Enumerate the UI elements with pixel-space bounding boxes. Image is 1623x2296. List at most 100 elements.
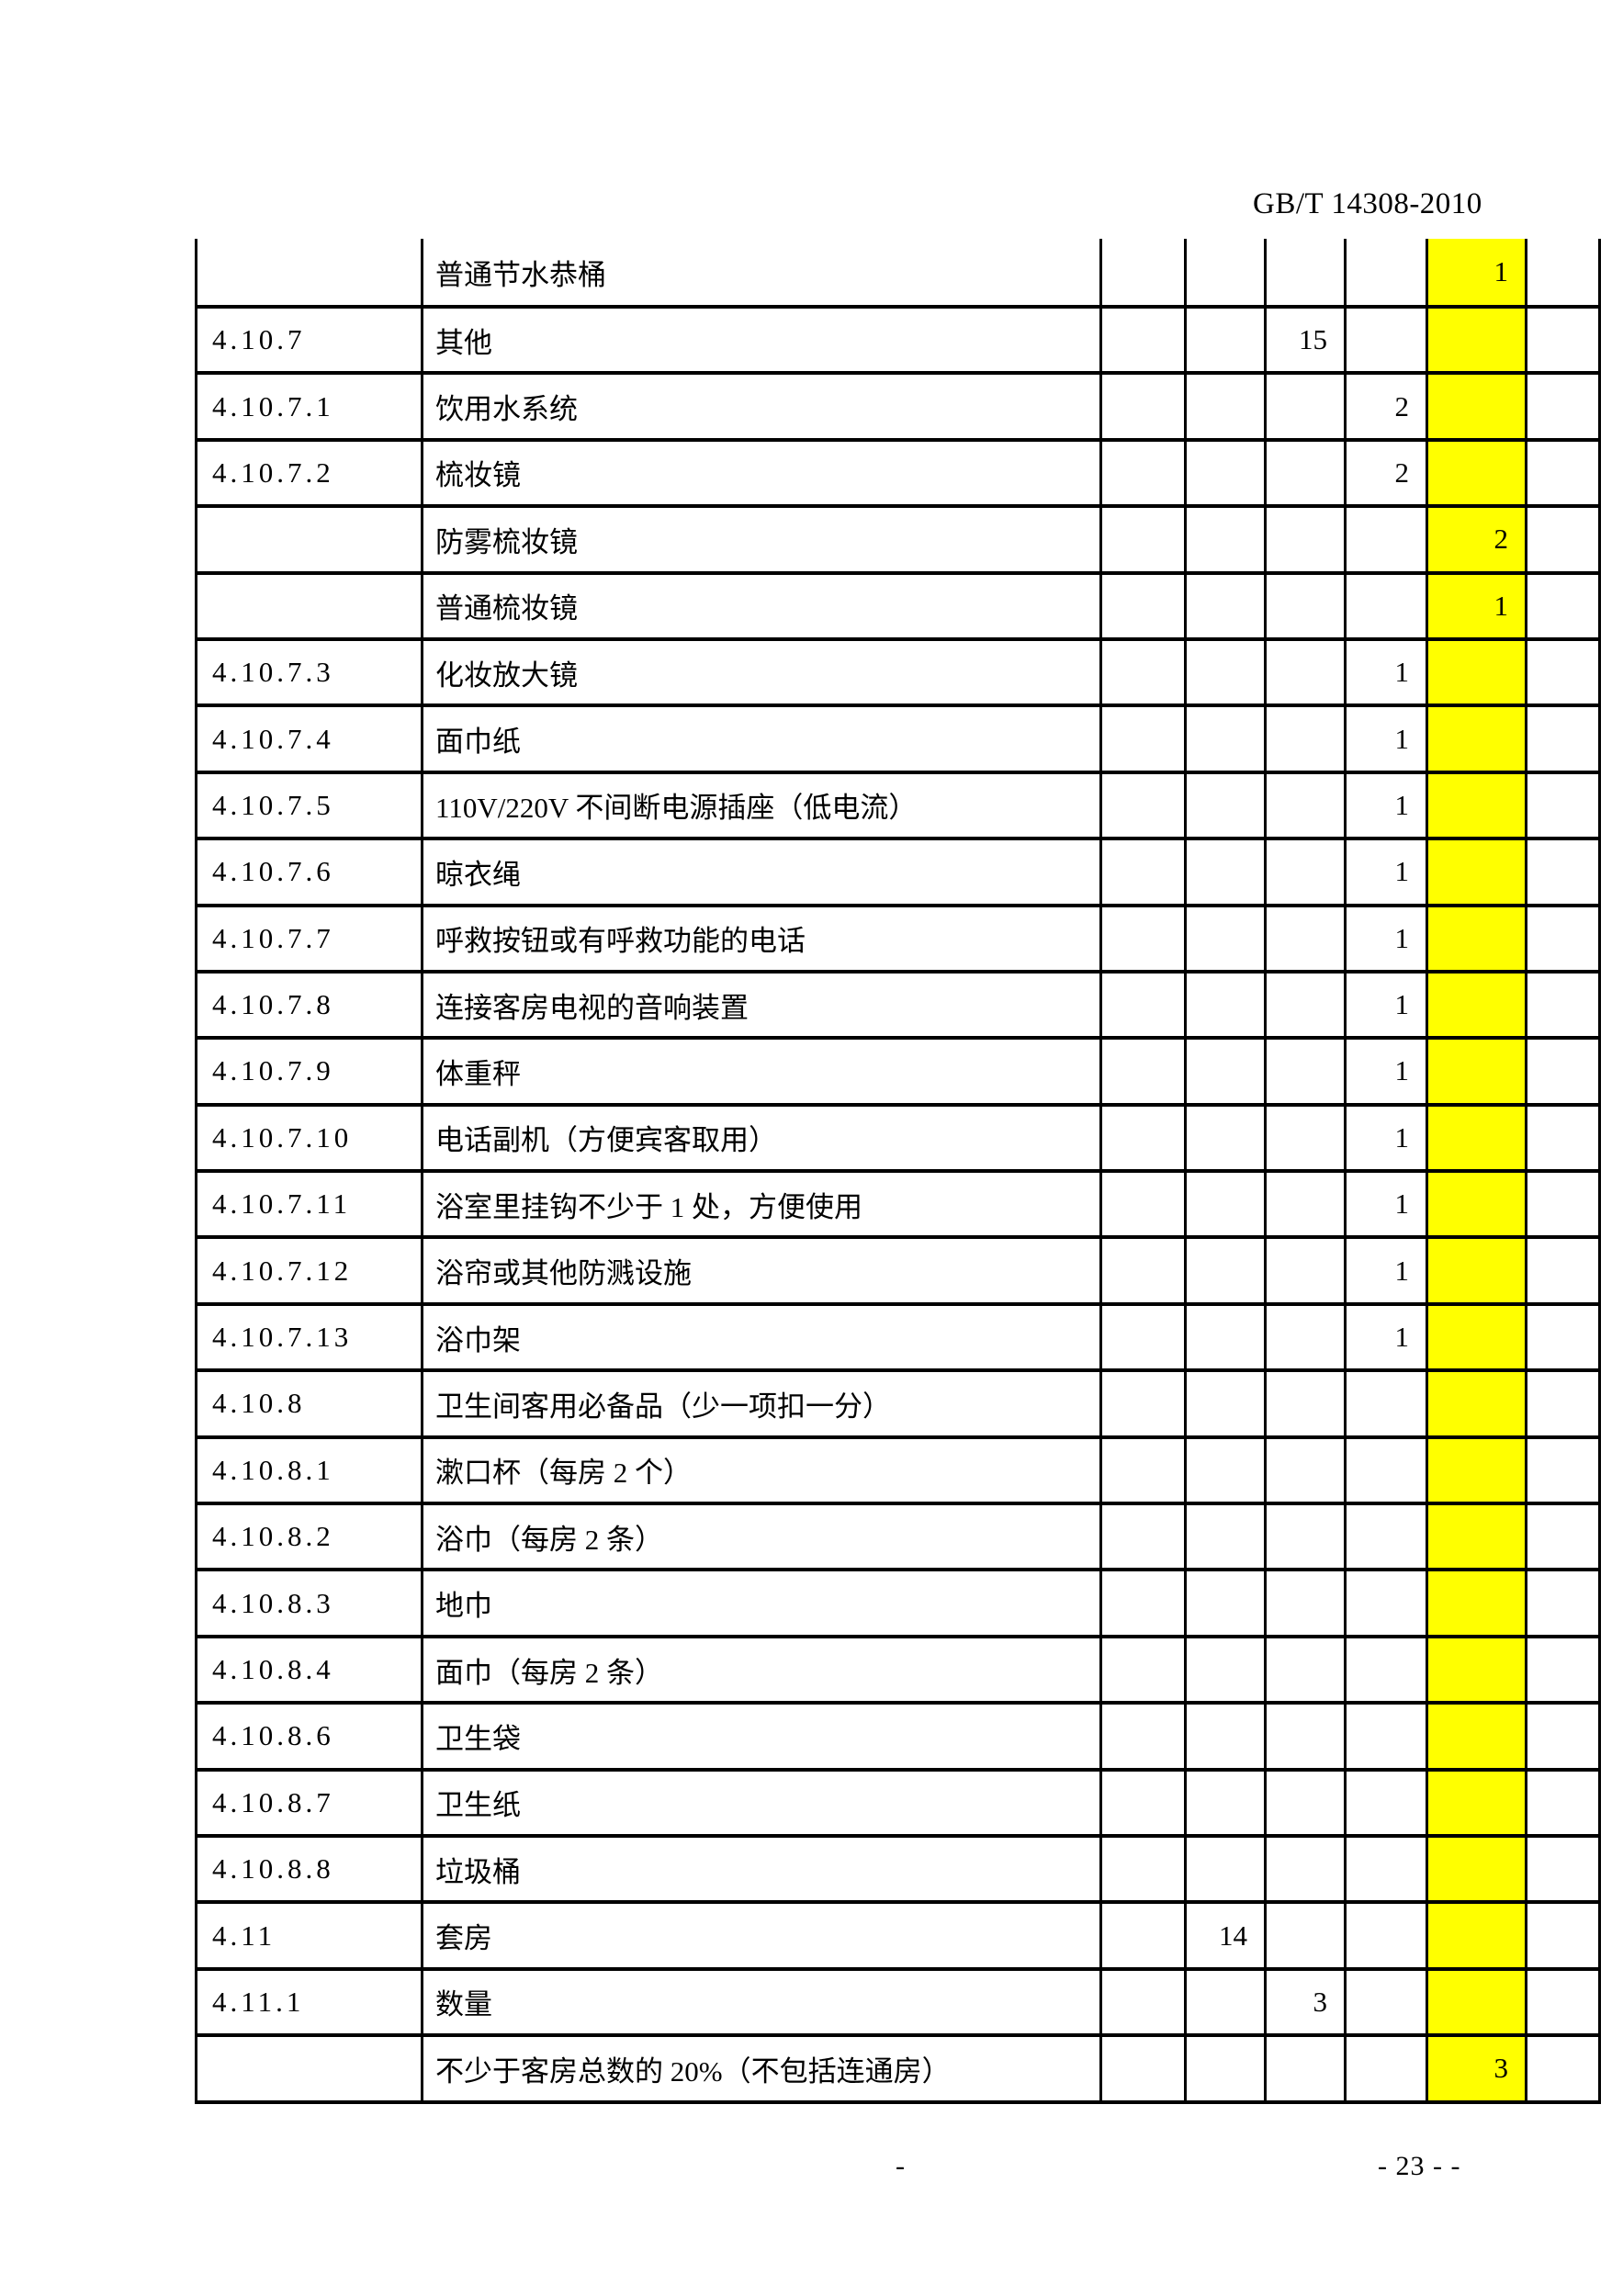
cell-score-extra bbox=[1527, 1040, 1601, 1103]
cell-score-level4 bbox=[1347, 1904, 1428, 1967]
cell-item-code: 4.10.8 bbox=[197, 1372, 423, 1435]
cell-score-level2 bbox=[1187, 1239, 1267, 1302]
cell-score-highlighted bbox=[1428, 1305, 1527, 1369]
cell-item-code: 4.10.7.12 bbox=[197, 1239, 423, 1302]
cell-score-level3 bbox=[1267, 1771, 1347, 1834]
footer-left-dash: - bbox=[896, 2151, 905, 2181]
cell-score-level1 bbox=[1102, 840, 1187, 904]
cell-item-code bbox=[197, 2037, 423, 2100]
cell-score-level4: 1 bbox=[1347, 1305, 1428, 1369]
cell-item-code: 4.10.8.8 bbox=[197, 1837, 423, 1901]
cell-score-extra bbox=[1527, 1904, 1601, 1967]
cell-score-level4: 1 bbox=[1347, 1106, 1428, 1170]
cell-score-level3 bbox=[1267, 2037, 1347, 2100]
cell-score-level2 bbox=[1187, 973, 1267, 1037]
cell-score-level2 bbox=[1187, 441, 1267, 505]
cell-score-level1 bbox=[1102, 1638, 1187, 1702]
cell-score-extra bbox=[1527, 640, 1601, 704]
cell-score-level4: 1 bbox=[1347, 840, 1428, 904]
cell-score-highlighted bbox=[1428, 1705, 1527, 1768]
cell-score-extra bbox=[1527, 574, 1601, 637]
cell-score-extra bbox=[1527, 1106, 1601, 1170]
cell-score-level2 bbox=[1187, 1173, 1267, 1236]
cell-score-highlighted bbox=[1428, 441, 1527, 505]
table-row: 4.10.7.2 梳妆镜 2 bbox=[197, 441, 1601, 509]
cell-item-code: 4.10.8.3 bbox=[197, 1571, 423, 1635]
cell-score-level1 bbox=[1102, 441, 1187, 505]
cell-score-level3 bbox=[1267, 1571, 1347, 1635]
cell-score-level4: 1 bbox=[1347, 707, 1428, 771]
cell-score-level3 bbox=[1267, 1505, 1347, 1569]
table-row: 4.10.7 其他 15 bbox=[197, 309, 1601, 376]
cell-score-level2 bbox=[1187, 1040, 1267, 1103]
table-row: 4.10.7.9 体重秤 1 bbox=[197, 1040, 1601, 1107]
table-row: 4.10.7.8 连接客房电视的音响装置 1 bbox=[197, 973, 1601, 1041]
cell-score-level2 bbox=[1187, 906, 1267, 970]
cell-item-code: 4.10.7.11 bbox=[197, 1173, 423, 1236]
table-row: 4.10.8.7 卫生纸 bbox=[197, 1771, 1601, 1838]
cell-score-level1 bbox=[1102, 1970, 1187, 2034]
cell-item-description: 电话副机（方便宾客取用） bbox=[423, 1106, 1102, 1170]
table-row: 不少于客房总数的 20%（不包括连通房） 3 bbox=[197, 2037, 1601, 2104]
cell-item-description: 漱口杯（每房 2 个） bbox=[423, 1438, 1102, 1503]
cell-score-extra bbox=[1527, 1372, 1601, 1435]
cell-item-description: 地巾 bbox=[423, 1571, 1102, 1635]
cell-score-level1 bbox=[1102, 309, 1187, 372]
cell-score-level1 bbox=[1102, 1040, 1187, 1103]
cell-item-code: 4.10.8.6 bbox=[197, 1705, 423, 1768]
cell-score-level3: 15 bbox=[1267, 309, 1347, 372]
cell-score-level4: 1 bbox=[1347, 906, 1428, 970]
cell-score-level3 bbox=[1267, 441, 1347, 505]
cell-item-code: 4.10.7.4 bbox=[197, 707, 423, 771]
cell-item-description: 梳妆镜 bbox=[423, 441, 1102, 505]
cell-score-level3 bbox=[1267, 239, 1347, 305]
table-row: 普通节水恭桶 1 bbox=[197, 239, 1601, 309]
cell-score-level4 bbox=[1347, 508, 1428, 571]
cell-item-description: 垃圾桶 bbox=[423, 1837, 1102, 1901]
cell-score-level2 bbox=[1187, 1438, 1267, 1503]
cell-score-level2 bbox=[1187, 574, 1267, 637]
cell-score-level2 bbox=[1187, 640, 1267, 704]
cell-item-code: 4.10.8.4 bbox=[197, 1638, 423, 1702]
cell-score-level3 bbox=[1267, 973, 1347, 1037]
cell-score-level2 bbox=[1187, 239, 1267, 305]
table-row: 4.10.8 卫生间客用必备品（少一项扣一分） bbox=[197, 1372, 1601, 1439]
cell-score-level2 bbox=[1187, 508, 1267, 571]
cell-score-level3 bbox=[1267, 1372, 1347, 1435]
cell-score-level2 bbox=[1187, 840, 1267, 904]
cell-score-highlighted bbox=[1428, 1438, 1527, 1503]
cell-score-highlighted bbox=[1428, 640, 1527, 704]
cell-score-level4 bbox=[1347, 1970, 1428, 2034]
cell-score-highlighted bbox=[1428, 906, 1527, 970]
cell-score-extra bbox=[1527, 375, 1601, 438]
cell-score-level3 bbox=[1267, 1904, 1347, 1967]
cell-score-level2 bbox=[1187, 1571, 1267, 1635]
cell-item-code: 4.10.7.8 bbox=[197, 973, 423, 1037]
cell-score-highlighted bbox=[1428, 1239, 1527, 1302]
cell-item-code: 4.10.7.1 bbox=[197, 375, 423, 438]
table-row: 4.10.7.5 110V/220V 不间断电源插座（低电流） 1 bbox=[197, 773, 1601, 841]
cell-score-highlighted bbox=[1428, 1771, 1527, 1834]
cell-item-description: 110V/220V 不间断电源插座（低电流） bbox=[423, 773, 1102, 838]
cell-score-level1 bbox=[1102, 1505, 1187, 1569]
cell-item-description: 套房 bbox=[423, 1904, 1102, 1967]
table-row: 4.10.7.4 面巾纸 1 bbox=[197, 707, 1601, 774]
cell-score-level1 bbox=[1102, 1705, 1187, 1768]
cell-score-level3 bbox=[1267, 906, 1347, 970]
cell-item-description: 数量 bbox=[423, 1970, 1102, 2034]
cell-score-level4 bbox=[1347, 1438, 1428, 1503]
cell-score-level1 bbox=[1102, 973, 1187, 1037]
cell-score-extra bbox=[1527, 1305, 1601, 1369]
cell-score-level4 bbox=[1347, 1372, 1428, 1435]
cell-score-level4: 1 bbox=[1347, 773, 1428, 838]
cell-score-extra bbox=[1527, 1505, 1601, 1569]
cell-item-code: 4.10.8.2 bbox=[197, 1505, 423, 1569]
cell-score-level1 bbox=[1102, 640, 1187, 704]
cell-item-code: 4.11.1 bbox=[197, 1970, 423, 2034]
cell-item-description: 卫生袋 bbox=[423, 1705, 1102, 1768]
cell-score-extra bbox=[1527, 1239, 1601, 1302]
cell-score-level3 bbox=[1267, 1239, 1347, 1302]
cell-score-highlighted: 1 bbox=[1428, 239, 1527, 305]
cell-item-code bbox=[197, 508, 423, 571]
cell-score-extra bbox=[1527, 508, 1601, 571]
